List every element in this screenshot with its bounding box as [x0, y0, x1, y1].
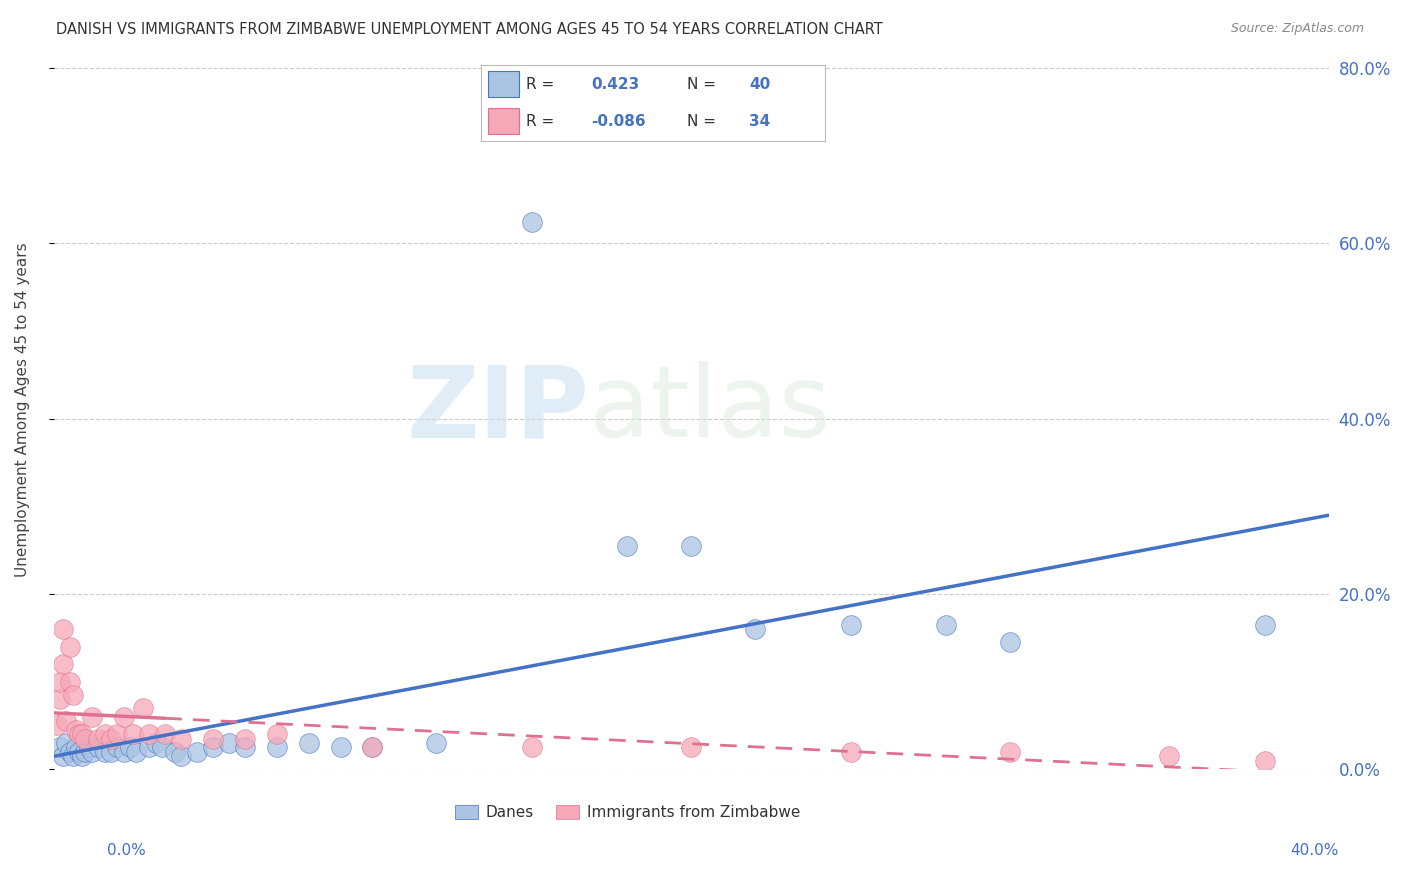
Point [112, 745, 135, 759]
Point [55, 736, 77, 750]
Point [218, 736, 240, 750]
Point [55, 714, 77, 728]
Point [616, 539, 638, 553]
Point [201, 740, 224, 755]
Point [266, 727, 288, 741]
Point [93, 727, 115, 741]
Point [120, 740, 142, 755]
Point [186, 745, 208, 759]
Text: 0.0%: 0.0% [107, 843, 146, 858]
Point [62, 688, 84, 702]
Point [67, 727, 90, 741]
Point [52, 749, 75, 764]
Point [49, 674, 72, 689]
Point [233, 740, 256, 755]
Point [45, 718, 67, 732]
Point [1159, 749, 1181, 764]
Point [87, 731, 110, 746]
Y-axis label: Unemployment Among Ages 45 to 54 years: Unemployment Among Ages 45 to 54 years [15, 243, 30, 577]
Point [125, 745, 148, 759]
Point [153, 727, 176, 741]
Text: DANISH VS IMMIGRANTS FROM ZIMBABWE UNEMPLOYMENT AMONG AGES 45 TO 54 YEARS CORREL: DANISH VS IMMIGRANTS FROM ZIMBABWE UNEMP… [56, 22, 883, 37]
Point [1254, 754, 1277, 768]
Point [744, 622, 766, 636]
Legend: Danes, Immigrants from Zimbabwe: Danes, Immigrants from Zimbabwe [449, 799, 807, 826]
Point [80, 709, 103, 723]
Point [138, 740, 160, 755]
Point [935, 617, 957, 632]
Point [105, 727, 128, 741]
Point [65, 740, 87, 755]
Point [145, 736, 167, 750]
Point [233, 731, 256, 746]
Point [329, 740, 352, 755]
Point [52, 622, 75, 636]
Point [87, 740, 110, 755]
Point [93, 745, 115, 759]
Point [681, 740, 703, 755]
Point [520, 214, 543, 228]
Point [77, 740, 100, 755]
Point [150, 740, 173, 755]
Point [80, 745, 103, 759]
Point [105, 740, 128, 755]
Point [65, 723, 87, 737]
Point [839, 617, 862, 632]
Text: Source: ZipAtlas.com: Source: ZipAtlas.com [1230, 22, 1364, 36]
Point [49, 692, 72, 706]
Point [520, 740, 543, 755]
Text: ZIP: ZIP [406, 361, 589, 458]
Point [75, 745, 97, 759]
Point [58, 640, 80, 654]
Point [839, 745, 862, 759]
Point [1254, 617, 1277, 632]
Point [100, 745, 122, 759]
Point [361, 740, 384, 755]
Point [132, 701, 155, 715]
Point [163, 745, 186, 759]
Point [361, 740, 384, 755]
Point [67, 745, 90, 759]
Text: atlas: atlas [589, 361, 831, 458]
Point [52, 657, 75, 672]
Point [170, 731, 193, 746]
Point [49, 740, 72, 755]
Point [100, 731, 122, 746]
Point [112, 709, 135, 723]
Point [58, 745, 80, 759]
Point [72, 727, 94, 741]
Point [58, 674, 80, 689]
Point [998, 635, 1021, 649]
Point [298, 736, 321, 750]
Point [998, 745, 1021, 759]
Point [122, 727, 145, 741]
Point [170, 749, 193, 764]
Point [266, 740, 288, 755]
Point [138, 727, 160, 741]
Point [425, 736, 447, 750]
Point [75, 731, 97, 746]
Point [201, 731, 224, 746]
Point [681, 539, 703, 553]
Point [62, 749, 84, 764]
Point [72, 749, 94, 764]
Text: 40.0%: 40.0% [1291, 843, 1339, 858]
